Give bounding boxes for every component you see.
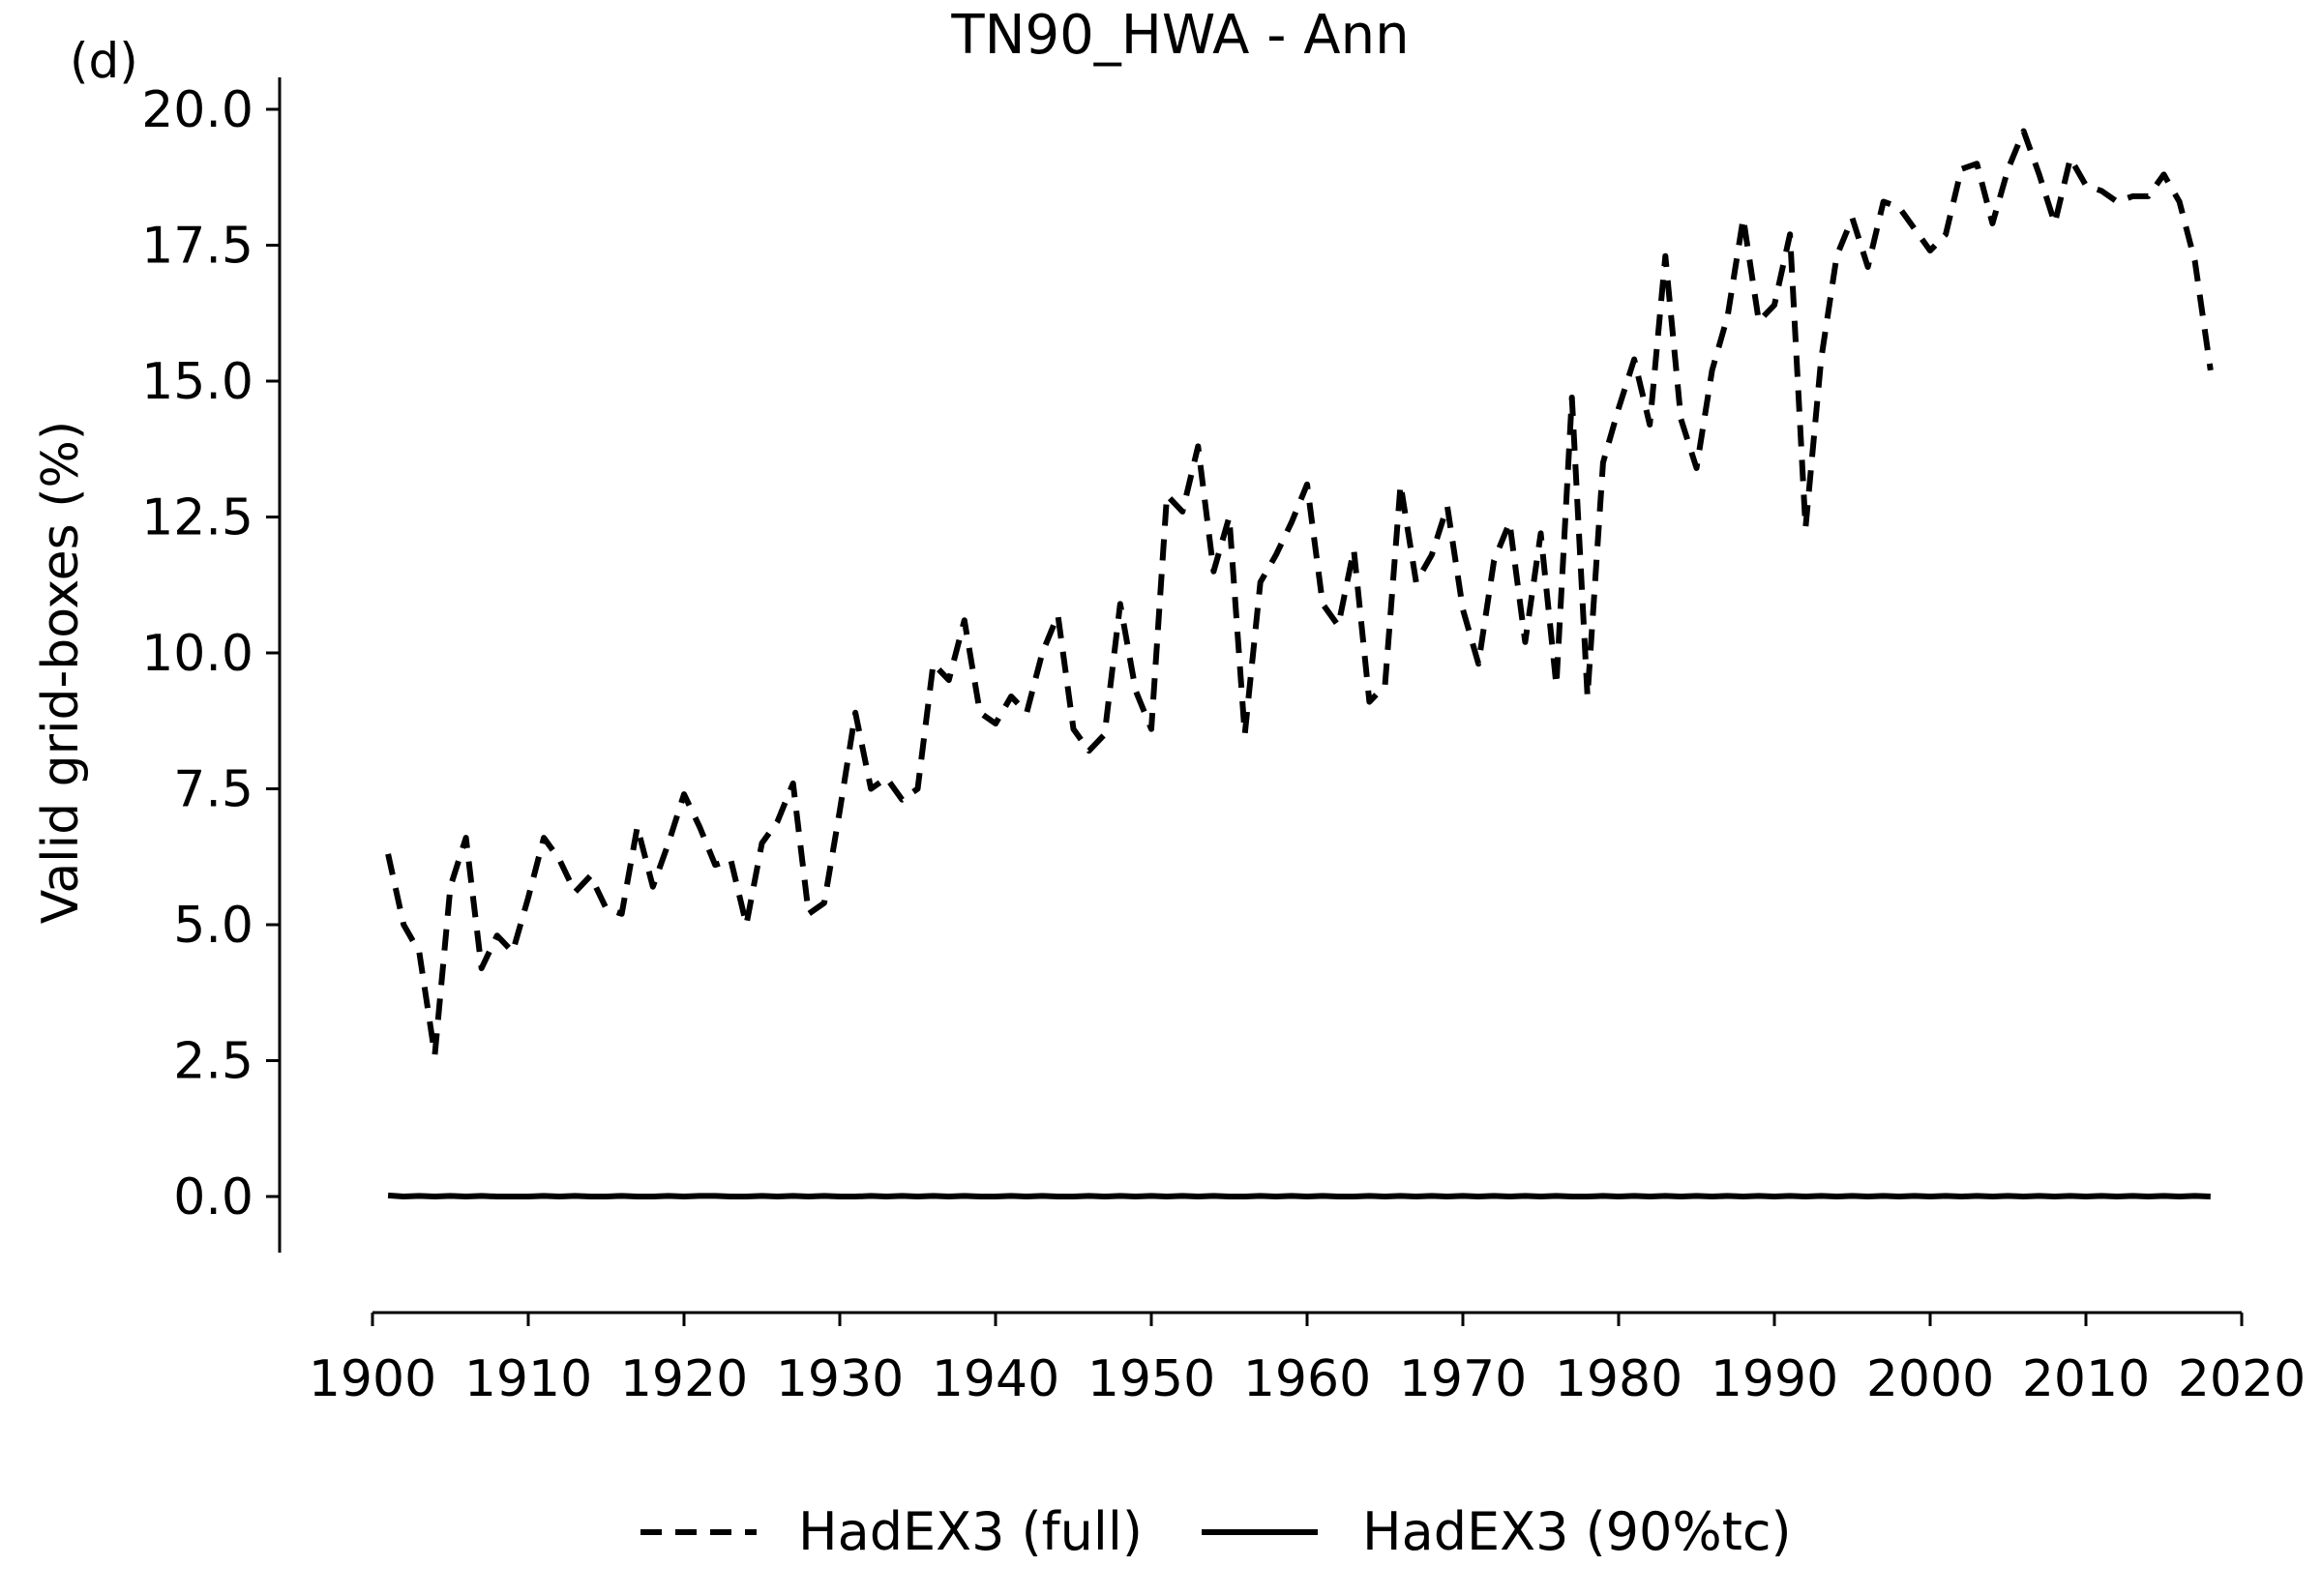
x-tick-label: 1910: [464, 1350, 592, 1408]
x-tick-label: 1960: [1243, 1350, 1371, 1408]
y-axis-label: Valid grid-boxes (%): [32, 421, 90, 924]
series-line-hadex3-90tc: [387, 1192, 2211, 1199]
y-tick-label: 5.0: [173, 897, 253, 955]
series-group: [385, 128, 2214, 1199]
y-tick-label: 10.0: [141, 625, 253, 683]
y-ticks: 0.0 2.5 5.0 7.5 10.0 12.5 15.0 17.5 20.0: [141, 81, 280, 1227]
legend-label-90tc: HadEX3 (90%tc): [1362, 1501, 1792, 1562]
legend: HadEX3 (full) HadEX3 (90%tc): [640, 1501, 1792, 1562]
series-line-hadex3-full: [385, 128, 2214, 1058]
y-tick-label: 2.5: [173, 1033, 253, 1091]
x-tick-label: 1920: [620, 1350, 748, 1408]
legend-label-full: HadEX3 (full): [798, 1501, 1143, 1562]
y-tick-label: 15.0: [141, 353, 253, 411]
x-tick-label: 1940: [932, 1350, 1059, 1408]
x-tick-label: 1900: [309, 1350, 436, 1408]
x-tick-label: 1970: [1399, 1350, 1527, 1408]
x-tick-label: 1930: [776, 1350, 904, 1408]
panel-label: (d): [70, 33, 138, 89]
x-tick-label: 2000: [1866, 1350, 1994, 1408]
chart-title: TN90_HWA - Ann: [950, 4, 1409, 67]
x-tick-label: 2010: [2022, 1350, 2150, 1408]
y-tick-label: 17.5: [141, 218, 253, 276]
x-tick-label: 1950: [1087, 1350, 1215, 1408]
x-tick-label: 1980: [1555, 1350, 1682, 1408]
y-tick-label: 12.5: [141, 489, 253, 547]
y-tick-label: 7.5: [173, 761, 253, 819]
y-tick-label: 20.0: [141, 81, 253, 139]
y-tick-label: 0.0: [173, 1168, 253, 1227]
x-tick-label: 1990: [1711, 1350, 1838, 1408]
x-tick-label: 2020: [2178, 1350, 2306, 1408]
x-ticks: 1900 1910 1920 1930 1940 1950 1960 1970 1980 1990…: [309, 1313, 2306, 1408]
